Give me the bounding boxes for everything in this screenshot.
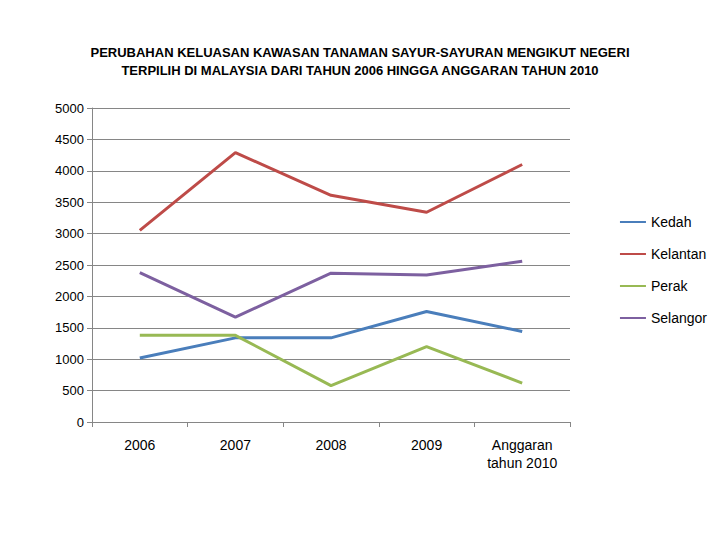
svg-text:5000: 5000	[55, 101, 84, 116]
svg-text:3500: 3500	[55, 195, 84, 210]
svg-text:3000: 3000	[55, 226, 84, 241]
svg-text:PERUBAHAN KELUASAN KAWASAN TAN: PERUBAHAN KELUASAN KAWASAN TANAMAN SAYUR…	[90, 45, 629, 60]
svg-text:1500: 1500	[55, 320, 84, 335]
svg-text:Kedah: Kedah	[651, 214, 691, 230]
svg-text:TERPILIH DI MALAYSIA DARI TAHU: TERPILIH DI MALAYSIA DARI TAHUN 2006 HIN…	[121, 63, 598, 78]
svg-text:4500: 4500	[55, 132, 84, 147]
svg-text:1000: 1000	[55, 352, 84, 367]
svg-text:tahun 2010: tahun 2010	[487, 455, 557, 471]
svg-text:2007: 2007	[220, 437, 251, 453]
svg-text:2500: 2500	[55, 258, 84, 273]
svg-text:Kelantan: Kelantan	[651, 246, 706, 262]
svg-text:Selangor: Selangor	[651, 310, 707, 326]
svg-text:4000: 4000	[55, 163, 84, 178]
svg-text:2006: 2006	[124, 437, 155, 453]
svg-text:2000: 2000	[55, 289, 84, 304]
svg-text:Perak: Perak	[651, 278, 689, 294]
svg-text:0: 0	[77, 415, 84, 430]
svg-text:Anggaran: Anggaran	[492, 437, 553, 453]
svg-text:500: 500	[62, 383, 84, 398]
svg-text:2008: 2008	[315, 437, 346, 453]
svg-text:2009: 2009	[411, 437, 442, 453]
